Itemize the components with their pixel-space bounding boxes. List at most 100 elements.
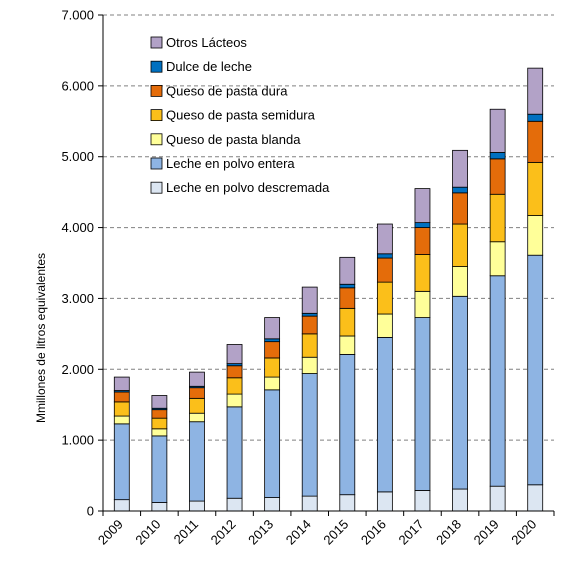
bar-segment xyxy=(264,357,281,378)
bar-segment xyxy=(151,435,168,503)
y-axis-label: Mmillones de litros equivalentes xyxy=(34,253,48,423)
legend-swatch xyxy=(150,36,163,49)
x-tick-label: 2017 xyxy=(396,517,427,548)
x-tick-label: 2009 xyxy=(95,517,126,548)
bar-segment xyxy=(301,356,318,374)
legend-label: Queso de pasta dura xyxy=(166,83,288,98)
legend-swatch xyxy=(150,109,163,121)
bar-segment xyxy=(189,421,205,502)
y-tick-label: 5.000 xyxy=(61,149,94,164)
bar-segment xyxy=(301,333,318,358)
bar-segment xyxy=(151,417,168,430)
bar-segment xyxy=(414,188,431,224)
bar-segment xyxy=(113,499,130,512)
legend-label: Queso de pasta blanda xyxy=(166,132,301,147)
bar-segment xyxy=(489,193,506,243)
y-tick-label: 7.000 xyxy=(61,8,94,23)
bar-segment xyxy=(189,500,205,512)
bar-segment xyxy=(452,488,468,512)
bar-segment xyxy=(339,256,356,285)
bar-segment xyxy=(527,254,544,486)
bar-segment xyxy=(414,490,431,512)
bar-segment xyxy=(226,406,243,499)
bar-segment xyxy=(489,152,506,160)
bar-segment xyxy=(452,192,468,225)
legend-label: Leche en polvo descremada xyxy=(166,180,330,195)
bar-segment xyxy=(452,266,468,297)
legend-label: Leche en polvo entera xyxy=(166,156,295,171)
legend-swatch xyxy=(150,133,163,146)
bar-segment xyxy=(301,495,318,512)
bar-segment xyxy=(339,307,356,337)
bar-segment xyxy=(527,120,544,163)
bar-segment xyxy=(226,377,243,395)
bar-segment xyxy=(376,491,393,512)
legend-label: Otros Lácteos xyxy=(166,35,247,50)
gridlines xyxy=(103,14,554,441)
bar-segment xyxy=(189,371,205,387)
bar-segment xyxy=(339,354,356,496)
legend-label: Queso de pasta semidura xyxy=(166,108,316,123)
bar-segment xyxy=(264,376,281,391)
bar-segment xyxy=(264,497,281,512)
x-tick-label: 2010 xyxy=(132,517,163,548)
bar-segment xyxy=(189,412,205,423)
bar-segment xyxy=(264,341,281,359)
bar-segment xyxy=(339,283,356,289)
bar-segment xyxy=(527,161,544,216)
bar-segment xyxy=(113,376,130,391)
bar-segment xyxy=(113,423,130,501)
bar-segment xyxy=(264,338,281,343)
bar-segment xyxy=(414,290,431,318)
bar-segment xyxy=(489,241,506,277)
bar-segment xyxy=(414,254,431,292)
bar-segment xyxy=(414,227,431,255)
bar-segment xyxy=(376,257,393,283)
bar-segment xyxy=(301,373,318,497)
bar-segment xyxy=(226,365,243,379)
bar-segment xyxy=(527,113,544,122)
bar-segment xyxy=(113,401,130,417)
x-tick-label: 2020 xyxy=(508,517,539,548)
bar-segment xyxy=(527,67,544,115)
legend-swatch xyxy=(150,60,163,73)
bar-segment xyxy=(151,395,168,409)
bar-segment xyxy=(489,275,506,487)
bar-segment xyxy=(489,158,506,195)
x-tick-label: 2019 xyxy=(471,517,502,548)
bar-segment xyxy=(113,391,130,403)
bar-segment xyxy=(151,428,168,437)
bar-segment xyxy=(264,389,281,498)
bar-segment xyxy=(151,409,168,419)
x-tick-label: 2016 xyxy=(358,517,389,548)
x-tick-label: 2018 xyxy=(433,517,464,548)
legend-swatch xyxy=(150,85,163,97)
bar-segment xyxy=(452,295,468,490)
bar-segment xyxy=(339,335,356,355)
bar-segment xyxy=(527,215,544,256)
y-tick-label: 0 xyxy=(87,504,94,519)
bar-segment xyxy=(376,281,393,315)
y-tick-label: 4.000 xyxy=(61,220,94,235)
bar-segment xyxy=(452,186,468,194)
x-tick-label: 2012 xyxy=(208,517,239,548)
x-tick-label: 2015 xyxy=(320,517,351,548)
bar-segment xyxy=(414,317,431,491)
y-tick-label: 6.000 xyxy=(61,78,94,93)
bar-segment xyxy=(414,222,431,228)
bar-segment xyxy=(376,253,393,259)
bar-segment xyxy=(339,287,356,309)
y-tick-label: 2.000 xyxy=(61,362,94,377)
bar-segment xyxy=(226,393,243,408)
legend-swatch xyxy=(150,157,163,170)
x-tick-label: 2013 xyxy=(245,517,276,548)
bar-segment xyxy=(301,286,318,314)
bar-segment xyxy=(527,484,544,512)
bar-segment xyxy=(301,312,318,317)
bar-segment xyxy=(226,497,243,512)
legend-label: Dulce de leche xyxy=(166,59,252,74)
y-tick-label: 3.000 xyxy=(61,291,94,306)
bars xyxy=(113,67,544,512)
bar-segment xyxy=(489,485,506,512)
